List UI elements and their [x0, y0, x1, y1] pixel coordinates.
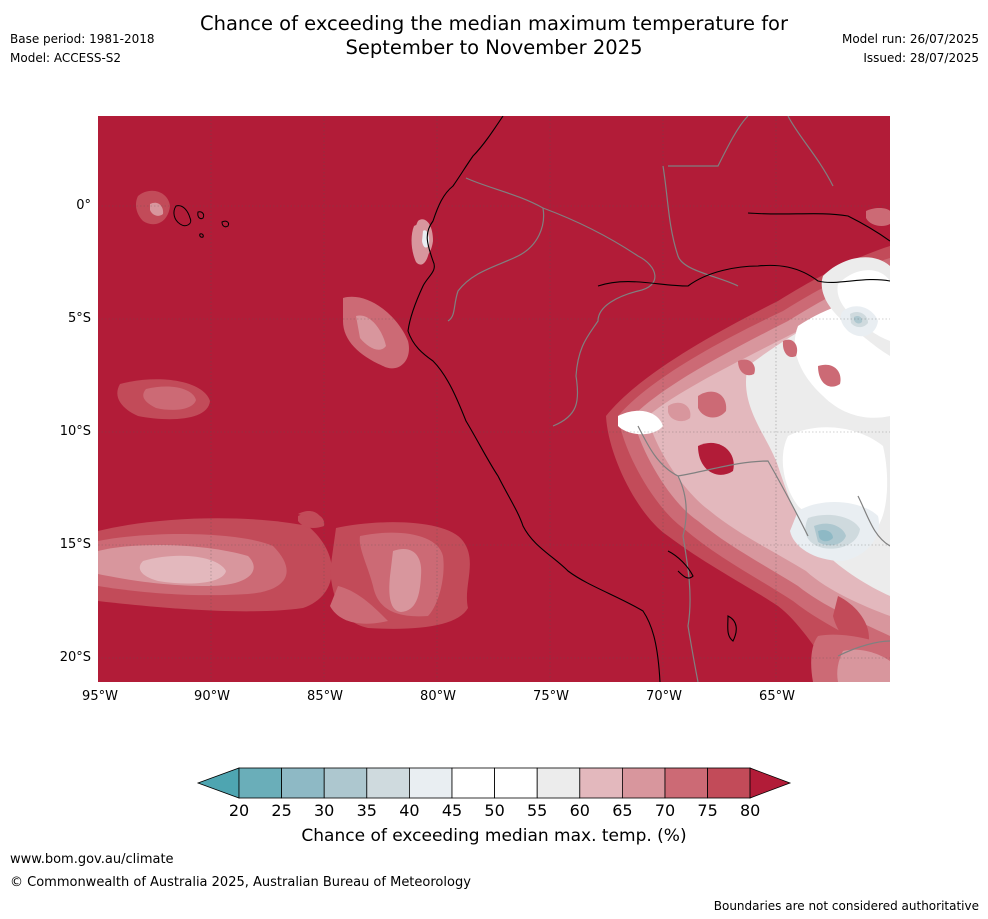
footer-url[interactable]: www.bom.gov.au/climate — [10, 852, 174, 867]
pacific-anomaly-north — [117, 190, 890, 521]
lon-label-90w: 90°W — [194, 689, 230, 704]
footer-copyright: © Commonwealth of Australia 2025, Austra… — [10, 875, 471, 890]
colorbar-box-0 — [238, 767, 282, 799]
colorbar-box-8 — [579, 767, 623, 799]
colorbar-box-3 — [366, 767, 410, 799]
colorbar-tick-55: 55 — [527, 801, 548, 820]
model-run: Model run: 26/07/2025 — [841, 32, 979, 46]
brazil-anomaly — [606, 246, 890, 682]
issued-date: Issued: 28/07/2025 — [863, 51, 979, 65]
colorbar-tick-60: 60 — [569, 801, 590, 820]
colorbar-tick-65: 65 — [612, 801, 633, 820]
lon-label-80w: 80°W — [420, 689, 456, 704]
colorbar — [196, 767, 792, 799]
colorbar-boxes — [238, 767, 751, 799]
meta-right: Model run: 26/07/2025 Issued: 28/07/2025 — [842, 30, 979, 68]
colorbar-box-6 — [494, 767, 538, 799]
colorbar-box-7 — [536, 767, 581, 799]
colorbar-tick-70: 70 — [654, 801, 676, 820]
meta-left: Base period: 1981-2018 Model: ACCESS-S2 — [10, 30, 155, 68]
colorbar-tick-50: 50 — [484, 801, 505, 820]
colorbar-box-10 — [664, 767, 708, 799]
lat-label-15s: 15°S — [59, 537, 91, 552]
lon-label-70w: 70°W — [646, 689, 682, 704]
footer-note: Boundaries are not considered authoritat… — [713, 899, 979, 913]
map — [98, 116, 890, 682]
title-line-1: Chance of exceeding the median maximum t… — [199, 12, 789, 35]
colorbar-high-arrow — [749, 767, 792, 799]
lon-label-95w: 95°W — [82, 689, 118, 704]
colorbar-low-arrow — [196, 767, 240, 799]
colorbar-tick-40: 40 — [399, 801, 420, 820]
colorbar-box-2 — [323, 767, 368, 799]
colorbar-label: Chance of exceeding median max. temp. (%… — [301, 826, 687, 846]
colorbar-tick-20: 20 — [228, 801, 250, 820]
colorbar-box-9 — [621, 767, 666, 799]
colorbar-box-4 — [408, 767, 453, 799]
coastline — [407, 116, 890, 682]
galapagos-islands — [173, 205, 229, 238]
lon-label-85w: 85°W — [307, 689, 343, 704]
lon-label-75w: 75°W — [533, 689, 569, 704]
country-borders — [447, 116, 890, 682]
lat-label-20s: 20°S — [59, 650, 91, 665]
lat-label-5s: 5°S — [67, 311, 91, 326]
colorbar-tick-35: 35 — [356, 801, 377, 820]
colorbar-tick-25: 25 — [271, 801, 292, 820]
colorbar-tick-80: 80 — [740, 801, 761, 820]
lat-label-10s: 10°S — [59, 424, 91, 439]
base-period: Base period: 1981-2018 — [10, 32, 155, 46]
lat-label-0: 0° — [76, 198, 91, 213]
model-name: Model: ACCESS-S2 — [10, 51, 122, 65]
title-line-2: September to November 2025 — [345, 36, 643, 59]
pacific-anomaly-south — [98, 512, 470, 629]
colorbar-tick-30: 30 — [314, 801, 335, 820]
lon-label-65w: 65°W — [759, 689, 795, 704]
colorbar-box-1 — [281, 767, 325, 799]
colorbar-box-5 — [451, 767, 495, 799]
gridlines — [98, 116, 890, 682]
colorbar-box-11 — [707, 767, 751, 799]
page-title: Chance of exceeding the median maximum t… — [0, 12, 988, 60]
colorbar-tick-45: 45 — [441, 801, 463, 820]
colorbar-tick-75: 75 — [697, 801, 718, 820]
